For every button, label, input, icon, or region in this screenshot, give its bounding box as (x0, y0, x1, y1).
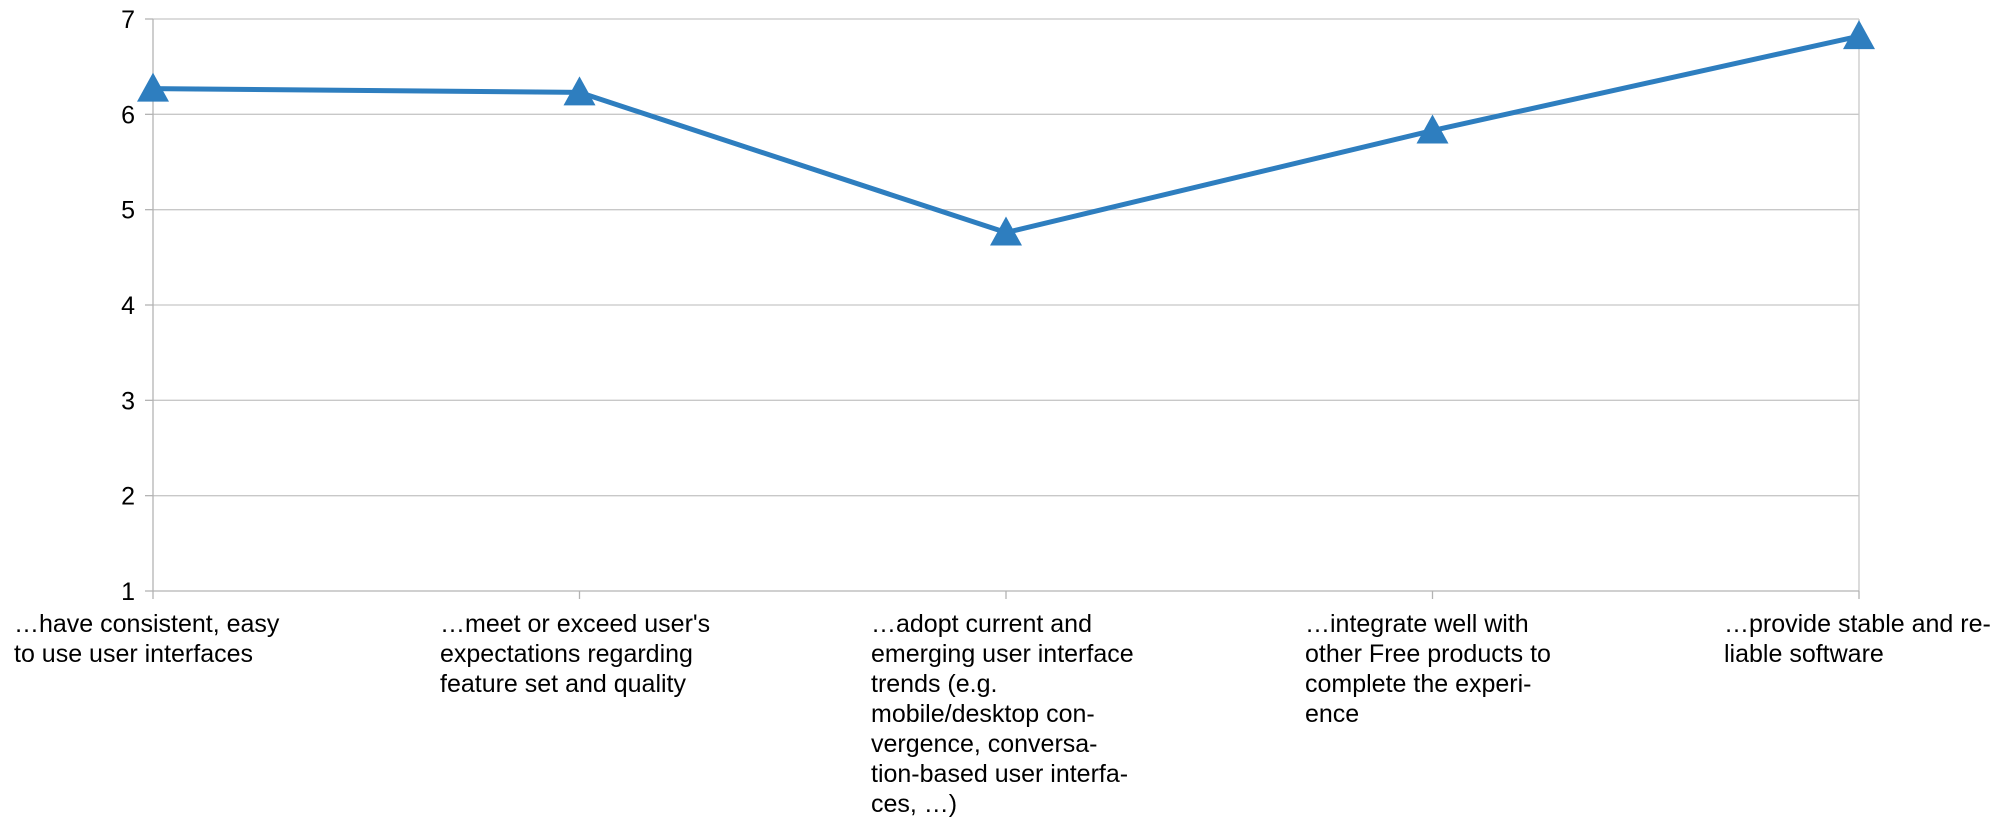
axes (153, 19, 1859, 599)
series-line (153, 36, 1859, 232)
y-tick-label: 7 (121, 6, 135, 34)
y-tick-label: 4 (121, 292, 135, 320)
data-series (137, 20, 1875, 245)
y-tick-label: 1 (121, 578, 135, 606)
x-tick-label: …meet or exceed user's expectations rega… (440, 609, 710, 699)
x-tick-label: …have consistent, easy to use user inter… (14, 609, 279, 669)
data-point-marker (1843, 20, 1875, 49)
gridlines (153, 19, 1859, 591)
y-tick-label: 6 (121, 101, 135, 129)
y-tick-label: 5 (121, 197, 135, 225)
x-tick-label: …integrate well with other Free products… (1305, 609, 1551, 729)
x-tick-label: …provide stable and re- liable software (1724, 609, 1991, 669)
x-tick-label: …adopt current and emerging user interfa… (871, 609, 1134, 819)
y-tick-label: 2 (121, 483, 135, 511)
y-tick-label: 3 (121, 387, 135, 415)
